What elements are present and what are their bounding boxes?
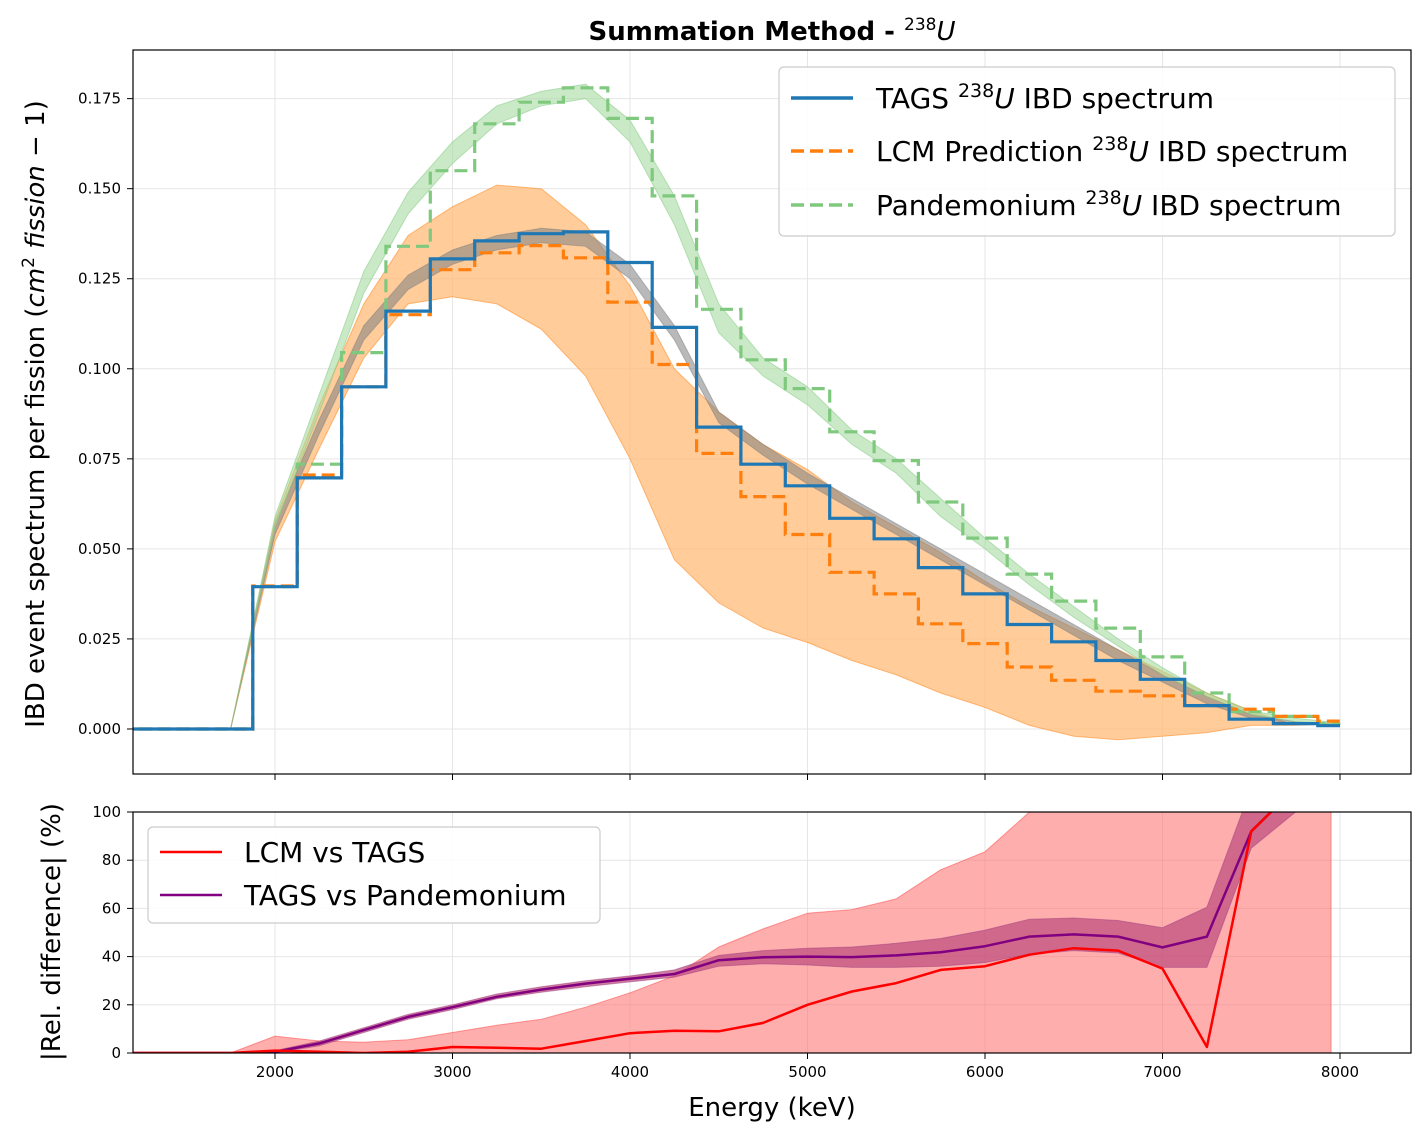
spectrum-y-ticks: 0.000 0.025 0.050 0.075 0.100 0.125 0.150 0.175 [78,90,133,738]
difference-axes-frame [132,811,1412,1054]
spectrum-axes-frame [132,49,1412,775]
spectrum-lines [133,86,1340,731]
difference-y-tick-label-60: 60 [102,899,121,917]
spectrum-y-tick-label-1: 0.025 [78,630,121,648]
legend-entry-tags-vs-pandemonium: TAGS vs Pandemonium [160,879,567,912]
spectrum-panel: 0.000 0.025 0.050 0.075 0.100 0.125 0.150 0.175… [19,49,1412,780]
x-axis-label: Energy (keV) [688,1093,856,1123]
svg-text:TAGS vs Pandemonium: TAGS vs Pandemonium [243,879,567,912]
spectrum-x-ticks [274,774,1341,780]
lcm-vs-tags-band [230,812,1332,1053]
x-tick-label-2000: 2000 [256,1063,294,1081]
legend-entry-tags: TAGS 238U IBD spectrum [791,80,1214,115]
difference-y-tick-label-40: 40 [102,948,121,966]
spectrum-y-tick-label-7: 0.175 [78,90,121,108]
tags-step-line [133,230,1340,731]
difference-y-tick-label-80: 80 [102,851,121,869]
spectrum-y-tick-label-6: 0.150 [78,180,121,198]
svg-text:LCM Prediction 238U IBD spectr: LCM Prediction 238U IBD spectrum [876,133,1348,168]
tags-vs-pandemonium-line [133,812,1273,1053]
difference-y-tick-label-100: 100 [92,803,121,821]
difference-bands [230,812,1332,1053]
difference-x-ticks: 2000 3000 4000 5000 6000 7000 8000 [256,1053,1359,1081]
difference-y-tick-label-0: 0 [111,1044,121,1062]
difference-y-axis-label: |Rel. difference| (%) [37,803,67,1061]
tags-vs-pandemonium-band [230,812,1297,1053]
legend-entry-lcm: LCM Prediction 238U IBD spectrum [791,133,1348,168]
svg-text:LCM vs TAGS: LCM vs TAGS [244,836,425,869]
x-tick-label-8000: 8000 [1321,1063,1359,1081]
difference-y-tick-label-20: 20 [102,996,121,1014]
spectrum-legend: TAGS 238U IBD spectrum LCM Prediction 23… [778,66,1396,237]
difference-panel: 0 20 40 60 80 100 2000 3000 4000 5000 6000 7000 800… [37,803,1412,1123]
legend-entry-pandemonium: Pandemonium 238U IBD spectrum [791,187,1341,222]
x-tick-label-6000: 6000 [966,1063,1004,1081]
chart-title: Summation Method - 238U [588,15,955,47]
x-tick-label-4000: 4000 [611,1063,649,1081]
difference-y-ticks: 0 20 40 60 80 100 [92,803,133,1062]
legend-entry-lcm-vs-tags: LCM vs TAGS [160,836,425,869]
pandemonium-step-line [133,86,1340,731]
spectrum-y-tick-label-0: 0.000 [78,720,121,738]
spectrum-y-tick-label-4: 0.100 [78,360,121,378]
x-tick-label-7000: 7000 [1143,1063,1181,1081]
svg-text:Pandemonium 238U IBD spectrum: Pandemonium 238U IBD spectrum [876,187,1341,222]
difference-legend: LCM vs TAGS TAGS vs Pandemonium [147,826,601,924]
spectrum-y-tick-label-5: 0.125 [78,270,121,288]
spectrum-y-axis-label: IBD event spectrum per fission (cm2 fiss… [19,100,51,728]
title-isotope: U [936,17,955,47]
svg-text:TAGS 238U IBD spectrum: TAGS 238U IBD spectrum [875,80,1214,115]
x-tick-label-5000: 5000 [788,1063,826,1081]
title-superscript: 238 [904,15,936,35]
spectrum-y-tick-label-2: 0.050 [78,540,121,558]
x-tick-label-3000: 3000 [433,1063,471,1081]
spectrum-y-tick-label-3: 0.075 [78,450,121,468]
